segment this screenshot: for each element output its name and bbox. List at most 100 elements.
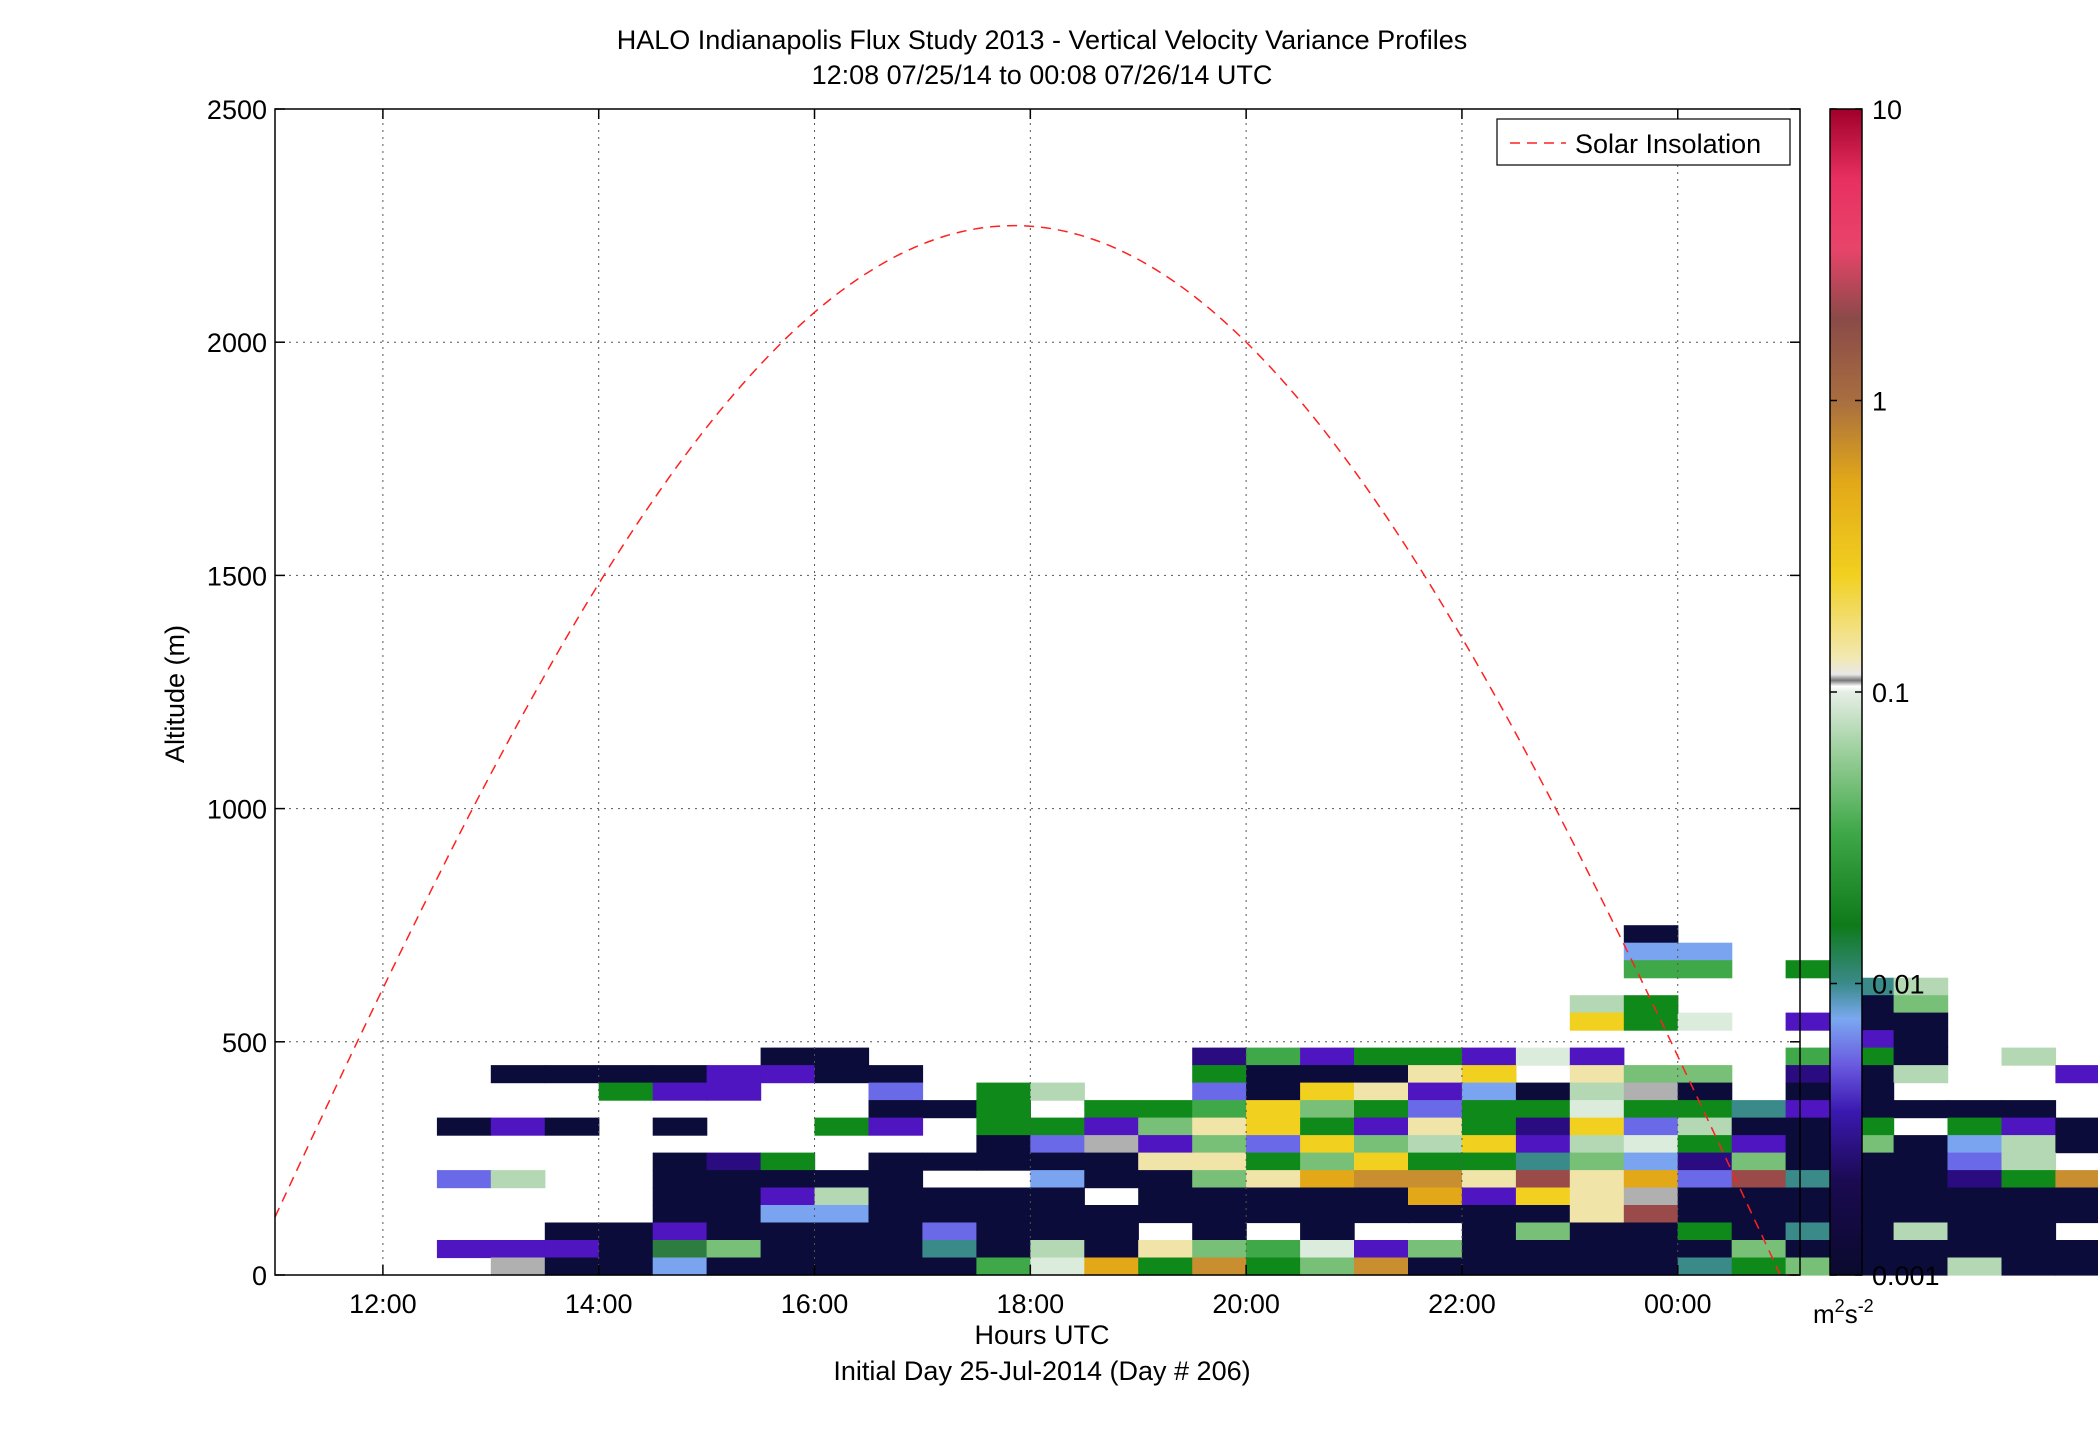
heatmap-cell: [1731, 1152, 1787, 1171]
heatmap-cell: [1947, 1135, 2003, 1154]
heatmap-cell: [1246, 1205, 1301, 1224]
heatmap-cell: [1300, 1117, 1355, 1136]
heatmap-cells: [436, 925, 2098, 1276]
heatmap-cell: [1947, 1222, 2003, 1241]
heatmap-cell: [760, 1257, 816, 1276]
heatmap-cell: [1300, 1205, 1355, 1224]
heatmap-cell: [1893, 1257, 1949, 1276]
heatmap-cell: [1246, 1117, 1301, 1136]
x-tick-label: 20:00: [1212, 1289, 1280, 1319]
heatmap-cell: [1030, 1135, 1085, 1154]
heatmap-cell: [1515, 1117, 1571, 1136]
heatmap-cell: [814, 1047, 870, 1066]
heatmap-cell: [1138, 1240, 1193, 1259]
heatmap-cell: [1515, 1047, 1571, 1066]
heatmap-cell: [490, 1065, 546, 1084]
heatmap-cell: [706, 1222, 762, 1241]
heatmap-cell: [1623, 1222, 1679, 1241]
heatmap-cell: [1569, 1187, 1625, 1206]
heatmap-cell: [1192, 1065, 1247, 1084]
heatmap-cell: [976, 1257, 1031, 1276]
heatmap-cell: [1731, 1240, 1787, 1259]
heatmap-cell: [1246, 1152, 1301, 1171]
heatmap-cell: [1731, 1222, 1787, 1241]
heatmap-cell: [1030, 1117, 1085, 1136]
heatmap-cell: [1192, 1152, 1247, 1171]
heatmap-cell: [652, 1240, 708, 1259]
heatmap-cell: [868, 1205, 924, 1224]
x-tick-label: 16:00: [781, 1289, 849, 1319]
heatmap-cell: [1893, 1187, 1949, 1206]
heatmap-cell: [1246, 1170, 1301, 1189]
heatmap-cell: [652, 1187, 708, 1206]
heatmap-cell: [1569, 1135, 1625, 1154]
heatmap-cell: [1947, 1100, 2003, 1119]
heatmap-cell: [2001, 1257, 2057, 1276]
heatmap-cell: [1461, 1065, 1517, 1084]
heatmap-cell: [1030, 1152, 1085, 1171]
heatmap-cell: [2001, 1100, 2057, 1119]
heatmap-cell: [1354, 1205, 1409, 1224]
heatmap-cell: [868, 1100, 924, 1119]
colorbar-tick-label: 1: [1872, 387, 1887, 417]
heatmap-cell: [436, 1240, 492, 1259]
heatmap-cell: [1677, 1065, 1733, 1084]
heatmap-cell: [1192, 1187, 1247, 1206]
heatmap-cell: [1569, 1117, 1625, 1136]
y-tick-label: 1500: [207, 561, 267, 591]
heatmap-cell: [2001, 1152, 2057, 1171]
heatmap-cell: [814, 1170, 870, 1189]
heatmap-cell: [1731, 1187, 1787, 1206]
heatmap-cell: [1677, 1240, 1733, 1259]
heatmap-cell: [868, 1082, 924, 1101]
x-axis-sublabel: Initial Day 25-Jul-2014 (Day # 206): [833, 1356, 1250, 1386]
heatmap-cell: [1461, 1205, 1517, 1224]
heatmap-cell: [1623, 1240, 1679, 1259]
heatmap-cell: [1515, 1135, 1571, 1154]
heatmap-cell: [1515, 1170, 1571, 1189]
heatmap-cell: [922, 1205, 977, 1224]
heatmap-cell: [1623, 1012, 1679, 1031]
heatmap-cell: [1461, 1117, 1517, 1136]
heatmap-cell: [490, 1240, 546, 1259]
heatmap-cell: [1354, 1170, 1409, 1189]
heatmap-cell: [1623, 1082, 1679, 1101]
heatmap-cell: [2001, 1135, 2057, 1154]
colorbar-tick-label: 10: [1872, 95, 1902, 125]
heatmap-cell: [1461, 1152, 1517, 1171]
heatmap-cell: [1677, 942, 1733, 961]
heatmap-cell: [1246, 1135, 1301, 1154]
heatmap-cell: [1138, 1170, 1193, 1189]
legend-entry-solar-insolation: Solar Insolation: [1575, 129, 1761, 159]
heatmap-cell: [1569, 1047, 1625, 1066]
heatmap-cell: [2055, 1135, 2098, 1154]
y-tick-label: 0: [252, 1261, 267, 1291]
heatmap-cell: [544, 1257, 600, 1276]
heatmap-cell: [1408, 1152, 1463, 1171]
heatmap-cell: [1461, 1187, 1517, 1206]
heatmap-cell: [1354, 1135, 1409, 1154]
heatmap-cell: [1030, 1222, 1085, 1241]
heatmap-cell: [598, 1222, 654, 1241]
heatmap-cell: [490, 1257, 546, 1276]
heatmap-cell: [1947, 1117, 2003, 1136]
heatmap-cell: [976, 1240, 1031, 1259]
heatmap-cell: [1569, 1257, 1625, 1276]
colorbar-tick-label: 0.1: [1872, 678, 1910, 708]
heatmap-cell: [1030, 1082, 1085, 1101]
heatmap-cell: [1893, 1030, 1949, 1049]
heatmap-cell: [1138, 1152, 1193, 1171]
heatmap-cell: [814, 1187, 870, 1206]
grid-lines: [275, 108, 1800, 1276]
heatmap-cell: [1731, 1170, 1787, 1189]
heatmap-cell: [1354, 1047, 1409, 1066]
heatmap-cell: [1354, 1117, 1409, 1136]
heatmap-cell: [1354, 1082, 1409, 1101]
heatmap-cell: [1192, 1117, 1247, 1136]
heatmap-cell: [1084, 1135, 1139, 1154]
heatmap-cell: [1893, 1065, 1949, 1084]
heatmap-cell: [1030, 1170, 1085, 1189]
heatmap-cell: [1030, 1257, 1085, 1276]
y-tick-label: 500: [222, 1028, 267, 1058]
heatmap-cell: [1893, 1222, 1949, 1241]
